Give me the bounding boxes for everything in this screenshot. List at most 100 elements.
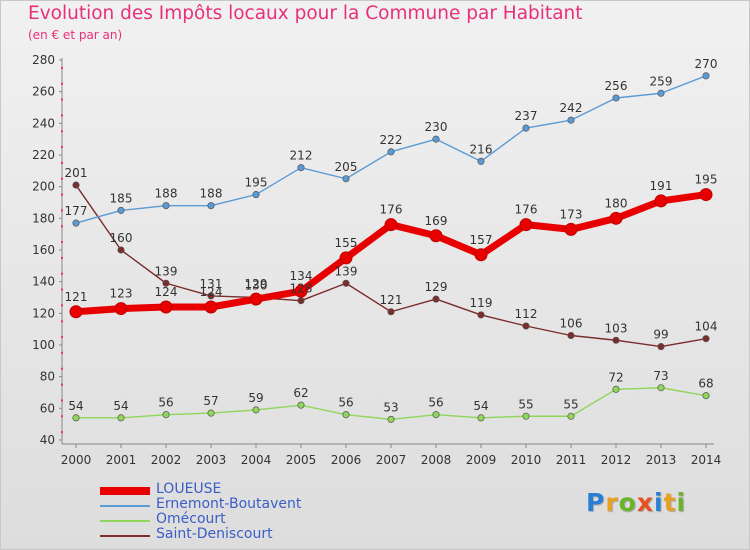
y-minor-tick xyxy=(61,98,63,101)
y-minor-tick xyxy=(61,209,63,212)
y-tick-label: 180 xyxy=(32,211,55,225)
data-label: 59 xyxy=(248,391,263,405)
data-point xyxy=(117,246,125,254)
data-label: 205 xyxy=(335,160,358,174)
y-minor-tick xyxy=(61,256,63,259)
data-label: 195 xyxy=(245,176,268,190)
data-point xyxy=(522,412,530,420)
data-point xyxy=(342,411,350,419)
data-label: 155 xyxy=(335,236,358,250)
data-point xyxy=(117,206,125,214)
data-point xyxy=(612,336,620,344)
y-tick-label: 140 xyxy=(32,275,55,289)
legend-label: Ernemont-Boutavent xyxy=(156,496,302,512)
y-minor-tick xyxy=(61,241,63,244)
data-point xyxy=(252,191,260,199)
data-point xyxy=(294,284,308,298)
y-minor-tick xyxy=(61,66,63,69)
y-minor-tick xyxy=(61,431,63,434)
y-minor-tick xyxy=(61,383,63,386)
x-tick-label: 2011 xyxy=(556,453,587,467)
data-label: 103 xyxy=(605,321,628,335)
data-point xyxy=(297,164,305,172)
data-point xyxy=(567,412,575,420)
data-label: 119 xyxy=(470,296,493,310)
y-minor-tick xyxy=(61,193,63,196)
data-point xyxy=(432,411,440,419)
y-minor-tick xyxy=(61,415,63,418)
data-label: 176 xyxy=(515,203,538,217)
data-label: 112 xyxy=(515,307,538,321)
data-point xyxy=(72,219,80,227)
data-point xyxy=(657,343,665,351)
data-label: 130 xyxy=(245,279,268,293)
x-tick-label: 2004 xyxy=(241,453,272,467)
logo-letter: t xyxy=(663,488,677,517)
y-tick-label: 260 xyxy=(32,85,55,99)
data-point xyxy=(567,116,575,124)
legend-label: LOUEUSE xyxy=(156,481,222,497)
y-minor-tick xyxy=(61,130,63,133)
data-label: 256 xyxy=(605,79,628,93)
data-point xyxy=(339,251,353,265)
data-point xyxy=(702,335,710,343)
data-point xyxy=(387,415,395,423)
data-label: 129 xyxy=(425,280,448,294)
data-point xyxy=(519,218,533,232)
data-point xyxy=(432,295,440,303)
data-point xyxy=(429,229,443,243)
data-label: 191 xyxy=(650,179,673,193)
y-tick-label: 160 xyxy=(32,243,55,257)
data-point xyxy=(72,414,80,422)
data-point xyxy=(72,181,80,189)
y-minor-tick xyxy=(61,351,63,354)
data-label: 242 xyxy=(560,101,583,115)
data-point xyxy=(162,202,170,210)
data-label: 180 xyxy=(605,196,628,210)
data-label: 129 xyxy=(245,277,268,291)
data-point xyxy=(114,302,128,316)
y-minor-tick xyxy=(61,82,63,85)
data-label: 195 xyxy=(695,173,718,187)
y-minor-tick xyxy=(61,288,63,291)
x-tick-label: 2007 xyxy=(376,453,407,467)
y-minor-tick xyxy=(61,177,63,180)
data-label: 73 xyxy=(653,369,668,383)
data-point xyxy=(162,279,170,287)
x-tick-label: 2014 xyxy=(691,453,722,467)
data-label: 157 xyxy=(470,233,493,247)
data-label: 55 xyxy=(563,397,578,411)
x-tick-label: 2008 xyxy=(421,453,452,467)
y-tick-label: 120 xyxy=(32,306,55,320)
data-label: 176 xyxy=(380,203,403,217)
logo-letter: x xyxy=(636,488,654,517)
legend-swatch xyxy=(100,535,150,537)
data-label: 123 xyxy=(110,287,133,301)
data-label: 270 xyxy=(695,57,718,71)
data-label: 54 xyxy=(68,399,83,413)
data-label: 177 xyxy=(65,204,88,218)
data-point xyxy=(522,322,530,330)
logo-letter: i xyxy=(654,488,664,517)
legend-swatch xyxy=(100,487,150,495)
y-tick-label: 240 xyxy=(32,116,55,130)
data-point xyxy=(297,401,305,409)
data-point xyxy=(297,297,305,305)
data-label: 173 xyxy=(560,207,583,221)
data-label: 188 xyxy=(155,187,178,201)
data-point xyxy=(657,89,665,97)
data-point xyxy=(699,188,713,202)
data-label: 139 xyxy=(335,264,358,278)
data-point xyxy=(609,211,623,225)
data-label: 131 xyxy=(200,277,223,291)
y-tick-label: 80 xyxy=(40,370,55,384)
data-point xyxy=(387,308,395,316)
logo-letter: o xyxy=(618,488,637,517)
data-label: 185 xyxy=(110,191,133,205)
data-label: 54 xyxy=(473,399,488,413)
data-label: 56 xyxy=(428,396,443,410)
logo-letter: i xyxy=(676,488,687,517)
data-point xyxy=(477,311,485,319)
y-minor-tick xyxy=(61,304,63,307)
